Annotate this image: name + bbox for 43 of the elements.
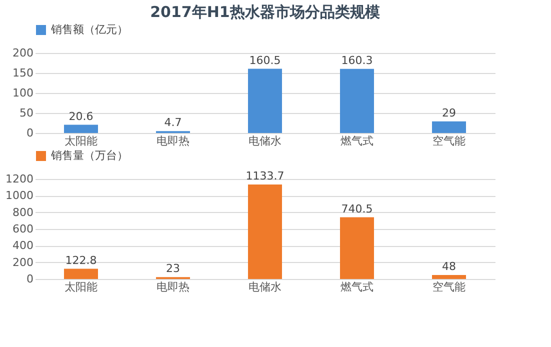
x-tick-label: 电即热 — [156, 134, 190, 148]
data-label: 4.7 — [164, 116, 182, 130]
y-tick-label: 400 — [12, 239, 34, 252]
data-label: 122.8 — [65, 254, 97, 267]
x-tick-label: 燃气式 — [340, 280, 374, 294]
bar — [340, 217, 374, 279]
bar — [64, 124, 98, 133]
bar — [248, 184, 282, 279]
y-tick-label: 200 — [12, 256, 34, 269]
x-tick-label: 燃气式 — [340, 134, 374, 148]
y-tick-label: 200 — [12, 46, 34, 60]
x-tick-label: 电即热 — [156, 280, 190, 294]
data-label: 160.5 — [249, 54, 281, 67]
bar — [432, 121, 466, 133]
y-tick-label: 600 — [12, 222, 34, 236]
legend-label: 销售量（万台） — [50, 149, 128, 162]
x-tick-label: 空气能 — [432, 134, 466, 148]
data-label: 1133.7 — [246, 170, 284, 183]
data-label: 160.3 — [341, 54, 373, 67]
y-tick-label: 50 — [20, 106, 34, 120]
bar — [340, 68, 374, 133]
chart-title: 2017年H1热水器市场分品类规模 — [150, 3, 381, 21]
data-label: 23 — [166, 262, 180, 276]
y-tick-label: 0 — [26, 126, 34, 140]
bar — [248, 68, 282, 133]
y-tick-label: 150 — [12, 66, 34, 80]
data-label: 48 — [442, 260, 456, 273]
y-tick-label: 800 — [12, 206, 34, 219]
data-label: 29 — [442, 106, 456, 120]
x-tick-label: 空气能 — [432, 280, 466, 294]
data-label: 740.5 — [341, 202, 373, 216]
data-label: 20.6 — [68, 110, 94, 123]
x-tick-label: 太阳能 — [64, 134, 98, 148]
y-tick-label: 0 — [26, 272, 34, 286]
bar — [432, 275, 466, 279]
x-tick-label: 电储水 — [248, 280, 282, 294]
legend-label: 销售额（亿元） — [50, 23, 128, 36]
y-tick-label: 1200 — [6, 172, 34, 186]
x-tick-label: 太阳能 — [64, 280, 98, 294]
bar — [64, 268, 98, 279]
y-tick-label: 1000 — [6, 189, 34, 202]
y-tick-label: 100 — [12, 86, 34, 100]
x-tick-label: 电储水 — [248, 134, 282, 148]
